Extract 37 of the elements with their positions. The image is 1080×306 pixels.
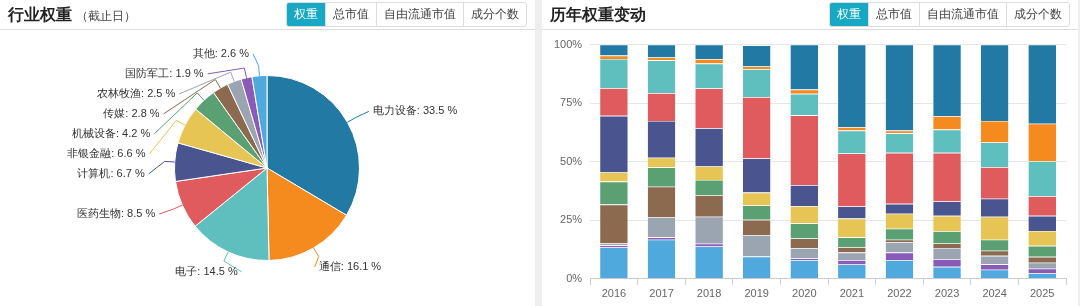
chart-title: 历年权重变动 (550, 6, 646, 23)
text: 自由流通市值 (376, 2, 464, 27)
chart-subtitle: （截止日） (76, 9, 136, 23)
slice-label: 农林牧渔: 2.5 % (97, 86, 176, 99)
x-tick-label: 2016 (601, 287, 627, 300)
slice-label: 电子: 14.5 % (175, 264, 238, 277)
x-tick-label: 2017 (649, 287, 674, 300)
text: 自由流通市值 (919, 2, 1007, 27)
slice-label: 机械设备: 4.2 % (71, 126, 151, 139)
slice-label: 国防军工: 1.9 % (125, 66, 204, 79)
x-tick-label: 2022 (887, 287, 912, 300)
slice-label: 医药生物: 8.5 % (76, 207, 156, 220)
x-tick-label: 2024 (982, 287, 1007, 300)
text: 成分个数 (1006, 2, 1070, 27)
slice-label: 电力设备: 33.5 % (372, 104, 458, 117)
text: 成分个数 (463, 2, 527, 27)
x-tick-label: 2021 (839, 287, 865, 300)
slice-label: 通信: 16.1 % (318, 259, 382, 272)
text: 权重 (286, 2, 326, 27)
y-tick-label: 25% (560, 213, 583, 226)
text: 总市值 (868, 2, 920, 27)
x-tick-label: 2025 (1029, 287, 1055, 300)
slice-label: 计算机: 6.7 % (77, 166, 145, 179)
x-tick-label: 2018 (696, 287, 722, 300)
slice-label: 其他: 2.6 % (192, 46, 250, 59)
x-tick-label: 2019 (744, 287, 769, 300)
y-tick-label: 50% (560, 154, 583, 167)
slice-label: 非银金融: 6.6 % (67, 146, 146, 159)
y-tick-label: 100% (553, 37, 583, 50)
slice-label: 传媒: 2.8 % (103, 106, 160, 119)
chart-title: 行业权重 (8, 6, 72, 23)
x-tick-label: 2020 (792, 287, 817, 300)
y-tick-label: 0% (566, 271, 583, 284)
text: 总市值 (325, 2, 377, 27)
text: 权重 (829, 2, 869, 27)
x-tick-label: 2023 (934, 287, 960, 300)
y-tick-label: 75% (560, 96, 583, 109)
